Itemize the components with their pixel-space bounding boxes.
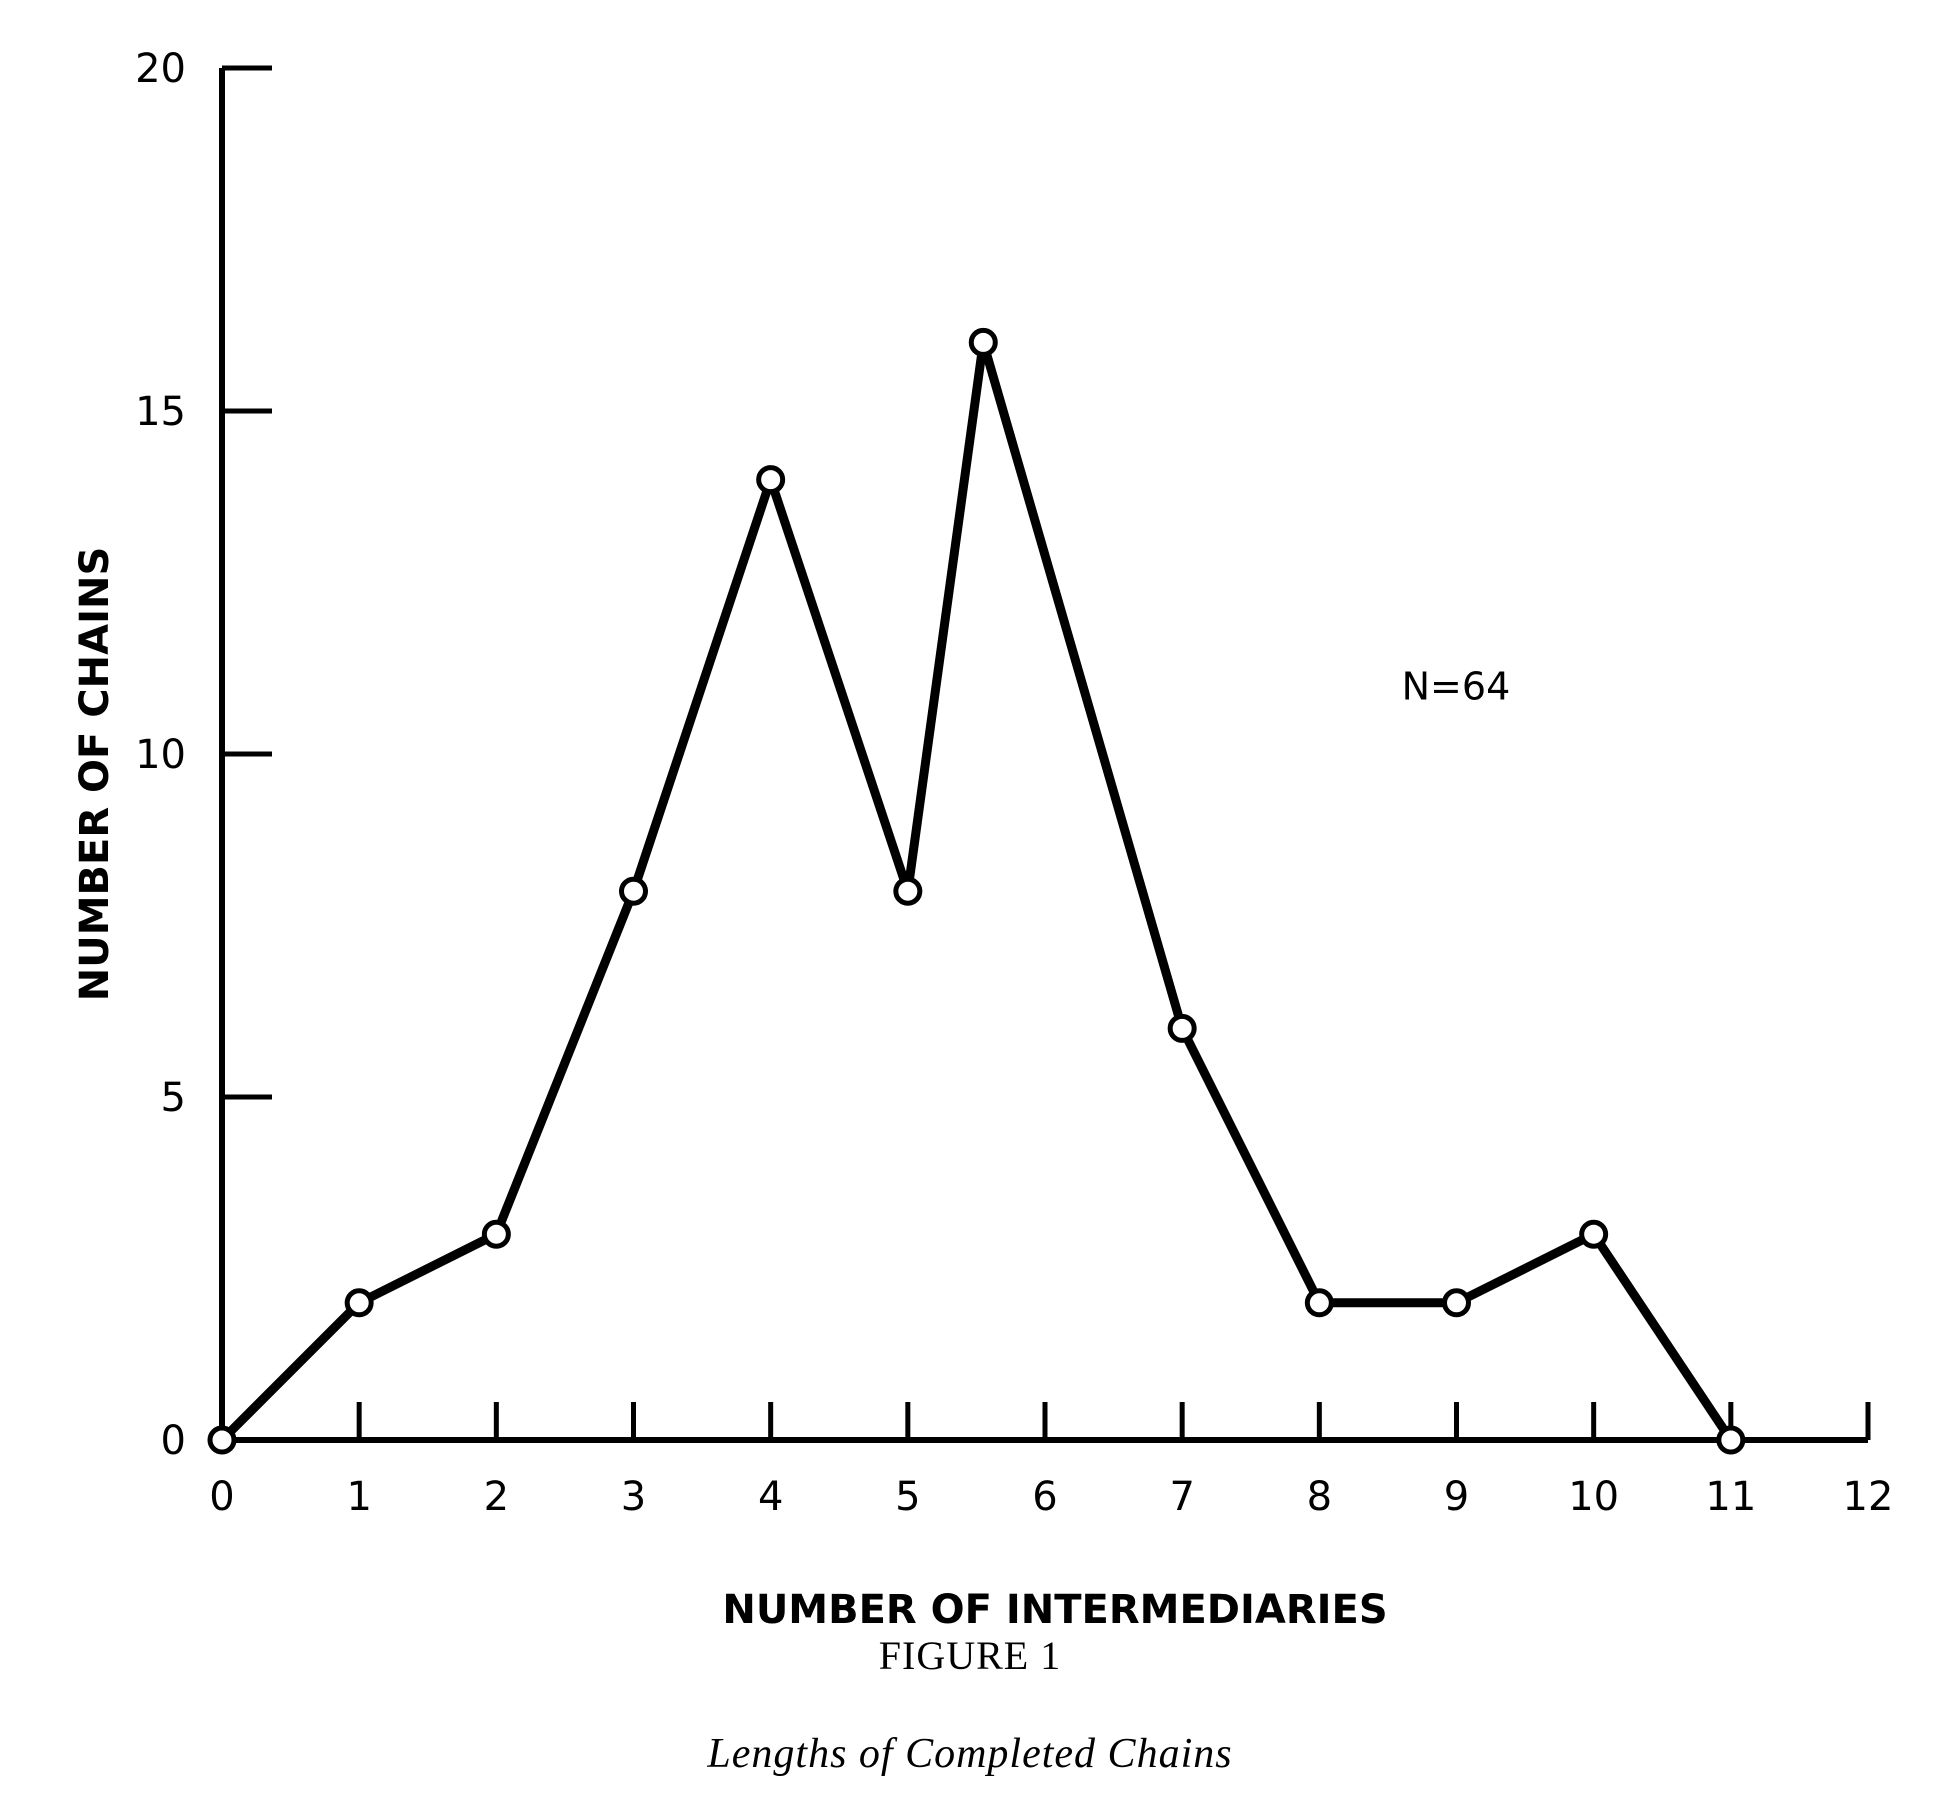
- x-tick-label: 2: [484, 1474, 509, 1520]
- x-tick-label: 3: [621, 1474, 646, 1520]
- x-tick-label: 4: [758, 1474, 783, 1520]
- x-tick-label: 6: [1032, 1474, 1057, 1520]
- data-point: [1579, 1219, 1609, 1249]
- data-point: [968, 327, 998, 357]
- figure-number: FIGURE 1: [878, 1633, 1062, 1678]
- x-tick-label: 10: [1568, 1474, 1619, 1520]
- y-tick-label: 15: [135, 389, 186, 435]
- annotation-n: N=64: [1402, 664, 1511, 708]
- x-tick-label: 1: [346, 1474, 371, 1520]
- x-tick-label: 9: [1444, 1474, 1469, 1520]
- y-tick-label: 5: [161, 1075, 186, 1121]
- y-tick-label: 0: [161, 1418, 186, 1464]
- ticks: [219, 65, 1871, 1440]
- data-series: [207, 327, 1746, 1455]
- x-tick-label: 5: [895, 1474, 920, 1520]
- x-tick-label: 8: [1307, 1474, 1332, 1520]
- figure-caption: Lengths of Completed Chains: [707, 1731, 1233, 1777]
- axes: [219, 68, 1868, 1443]
- y-tick-label: 20: [135, 46, 186, 92]
- x-tick-label: 7: [1169, 1474, 1194, 1520]
- y-axis-title: NUMBER OF CHAINS: [72, 547, 118, 1002]
- series-line: [217, 341, 1736, 1445]
- data-point: [1716, 1425, 1746, 1455]
- data-point: [756, 465, 786, 495]
- x-tick-label: 12: [1843, 1474, 1894, 1520]
- x-tick-label: 11: [1705, 1474, 1756, 1520]
- data-point: [207, 1425, 237, 1455]
- y-tick-label: 10: [135, 732, 186, 778]
- x-axis-title: NUMBER OF INTERMEDIARIES: [722, 1587, 1387, 1633]
- data-point: [1167, 1013, 1197, 1043]
- data-point: [1304, 1288, 1334, 1318]
- data-point: [619, 876, 648, 906]
- data-point: [893, 876, 923, 906]
- data-point: [481, 1219, 511, 1249]
- data-point: [1442, 1288, 1471, 1318]
- data-point: [344, 1288, 374, 1318]
- x-tick-label: 0: [209, 1474, 234, 1520]
